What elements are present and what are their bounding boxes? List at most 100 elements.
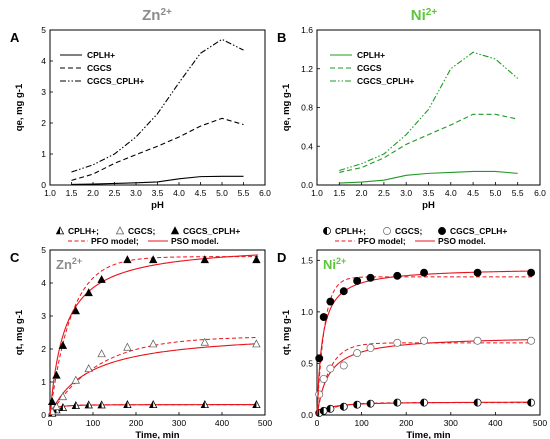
data-point-1-9 (252, 339, 261, 348)
data-point-0-8 (200, 400, 209, 408)
y-tick-label: 3 (41, 311, 46, 321)
y-tick-label: 4 (41, 56, 46, 66)
data-point-1-2 (326, 364, 335, 373)
y-tick-label: 3 (41, 87, 46, 97)
x-tick-label: 1.5 (333, 188, 345, 198)
x-tick-label: 100 (355, 418, 369, 428)
x-tick-label: 0 (315, 418, 320, 428)
x-axis-label: Time, min (406, 430, 450, 439)
data-point-1-3 (339, 361, 348, 370)
data-point-1-8 (200, 337, 209, 346)
chart-title: Zn2+ (142, 7, 172, 25)
data-point-0-9 (527, 398, 536, 407)
data-point-1-3 (71, 375, 80, 384)
x-tick-label: 6.0 (534, 188, 546, 198)
x-tick-label: 500 (258, 418, 272, 428)
y-tick-label: 0.8 (301, 103, 313, 113)
legend-label: CGCS_CPLH+ (183, 226, 240, 236)
chart-title: Ni2+ (323, 256, 346, 272)
data-point-2-1 (319, 313, 328, 321)
data-point-2-1 (52, 370, 61, 379)
legend-label: PSO model. (438, 236, 486, 246)
y-tick-label: 0.4 (301, 141, 313, 151)
data-point-2-4 (84, 288, 93, 297)
data-point-0-4 (84, 400, 93, 409)
x-tick-label: 5.5 (512, 188, 524, 198)
data-point-2-2 (58, 340, 68, 349)
chart-panel-a: A 1.0 1.5 2.0 2.5 3.0 3.5 4.0 4.5 5.0 5.5 6.0 0 1 2 3 4 5… (10, 7, 271, 212)
chart-title: Zn2+ (56, 256, 82, 272)
data-point-0-8 (473, 398, 482, 407)
y-tick-label: 0.5 (301, 358, 313, 368)
data-point-2-6 (123, 255, 132, 264)
y-tick-label: 0.0 (301, 180, 313, 190)
x-tick-label: 4.0 (173, 188, 185, 198)
legend-label: CGCS; (128, 226, 156, 236)
plot-frame (316, 249, 541, 416)
chart-title-main: Ni (323, 257, 336, 272)
panel-letter: A (10, 30, 20, 45)
data-point-1-2 (58, 392, 68, 401)
y-axis-label: qt, mg g-1 (281, 309, 292, 355)
y-tick-label: 4 (41, 278, 46, 288)
legend-label: CGCS_CPLH+ (450, 226, 507, 236)
legend-label: CGCS (87, 63, 112, 73)
panel-letter: D (277, 250, 286, 265)
data-point-1-6 (123, 342, 132, 351)
data-point-2-9 (527, 268, 536, 277)
x-tick-label: 1.5 (66, 188, 78, 198)
chart-panel-d: D 0 100 200 300 400 500 0.0 0.5 1.0 1.5 Time, min qt… (277, 226, 547, 439)
x-tick-label: 300 (444, 418, 458, 428)
legend-marker (170, 226, 180, 235)
series-line-1 (71, 117, 244, 181)
plot-frame (49, 249, 266, 416)
data-point-2-2 (326, 297, 335, 306)
legend-marker-fill (56, 227, 60, 234)
chart-title-superscript: 2+ (72, 256, 82, 266)
data-point-1-4 (353, 349, 362, 358)
legend-marker (323, 227, 331, 235)
x-tick-label: 200 (129, 418, 143, 428)
data-point-1-6 (393, 338, 402, 347)
data-point-0-2-fill (59, 403, 63, 411)
x-axis-label: Time, min (135, 430, 179, 439)
data-point-1-7 (149, 339, 158, 348)
y-tick-label: 0 (41, 180, 46, 190)
x-tick-label: 1.0 (44, 188, 56, 198)
legend-label: CGCS_CPLH+ (87, 76, 144, 86)
data-point-0-1 (319, 406, 328, 415)
data-point-0-4 (353, 400, 362, 409)
data-point-1-4 (84, 364, 93, 373)
series-line-0 (71, 175, 244, 185)
chart-panel-b: B 1.0 1.5 2.0 2.5 3.0 3.5 4.0 4.5 5.0 5.5 6.0 0.0 0.4… (277, 7, 546, 212)
x-tick-label: 0 (48, 418, 53, 428)
chart-title-main: Ni (411, 7, 426, 24)
data-point-2-7 (420, 268, 428, 277)
data-point-0-7-fill (149, 400, 154, 408)
data-point-0-8-fill (473, 399, 478, 407)
data-point-0-4-fill (353, 401, 358, 409)
x-tick-label: 100 (86, 418, 100, 428)
chart-title-main: Zn (142, 7, 160, 24)
x-tick-label: 5.5 (238, 188, 250, 198)
plot-frame (316, 29, 541, 186)
legend-marker (383, 227, 391, 235)
data-point-0-9-fill (527, 399, 532, 407)
y-tick-label: 1 (41, 149, 46, 159)
legend-label: CPLH+ (87, 50, 115, 60)
data-point-2-0 (47, 397, 57, 406)
legend-marker (55, 226, 65, 235)
data-point-2-6 (393, 271, 402, 280)
x-tick-label: 500 (533, 418, 547, 428)
x-tick-label: 300 (172, 418, 186, 428)
y-tick-label: 1.6 (301, 25, 313, 35)
legend-label: CPLH+ (357, 50, 385, 60)
legend-label: CGCS (357, 63, 382, 73)
data-point-0-2-fill (326, 405, 331, 413)
y-tick-label: 1.2 (301, 64, 313, 74)
chart-title: Ni2+ (411, 7, 438, 25)
y-axis-label: qt, mg g-1 (14, 309, 25, 355)
data-point-1-8 (473, 336, 482, 345)
data-point-0-3 (71, 401, 80, 409)
x-tick-label: 4.5 (195, 188, 207, 198)
